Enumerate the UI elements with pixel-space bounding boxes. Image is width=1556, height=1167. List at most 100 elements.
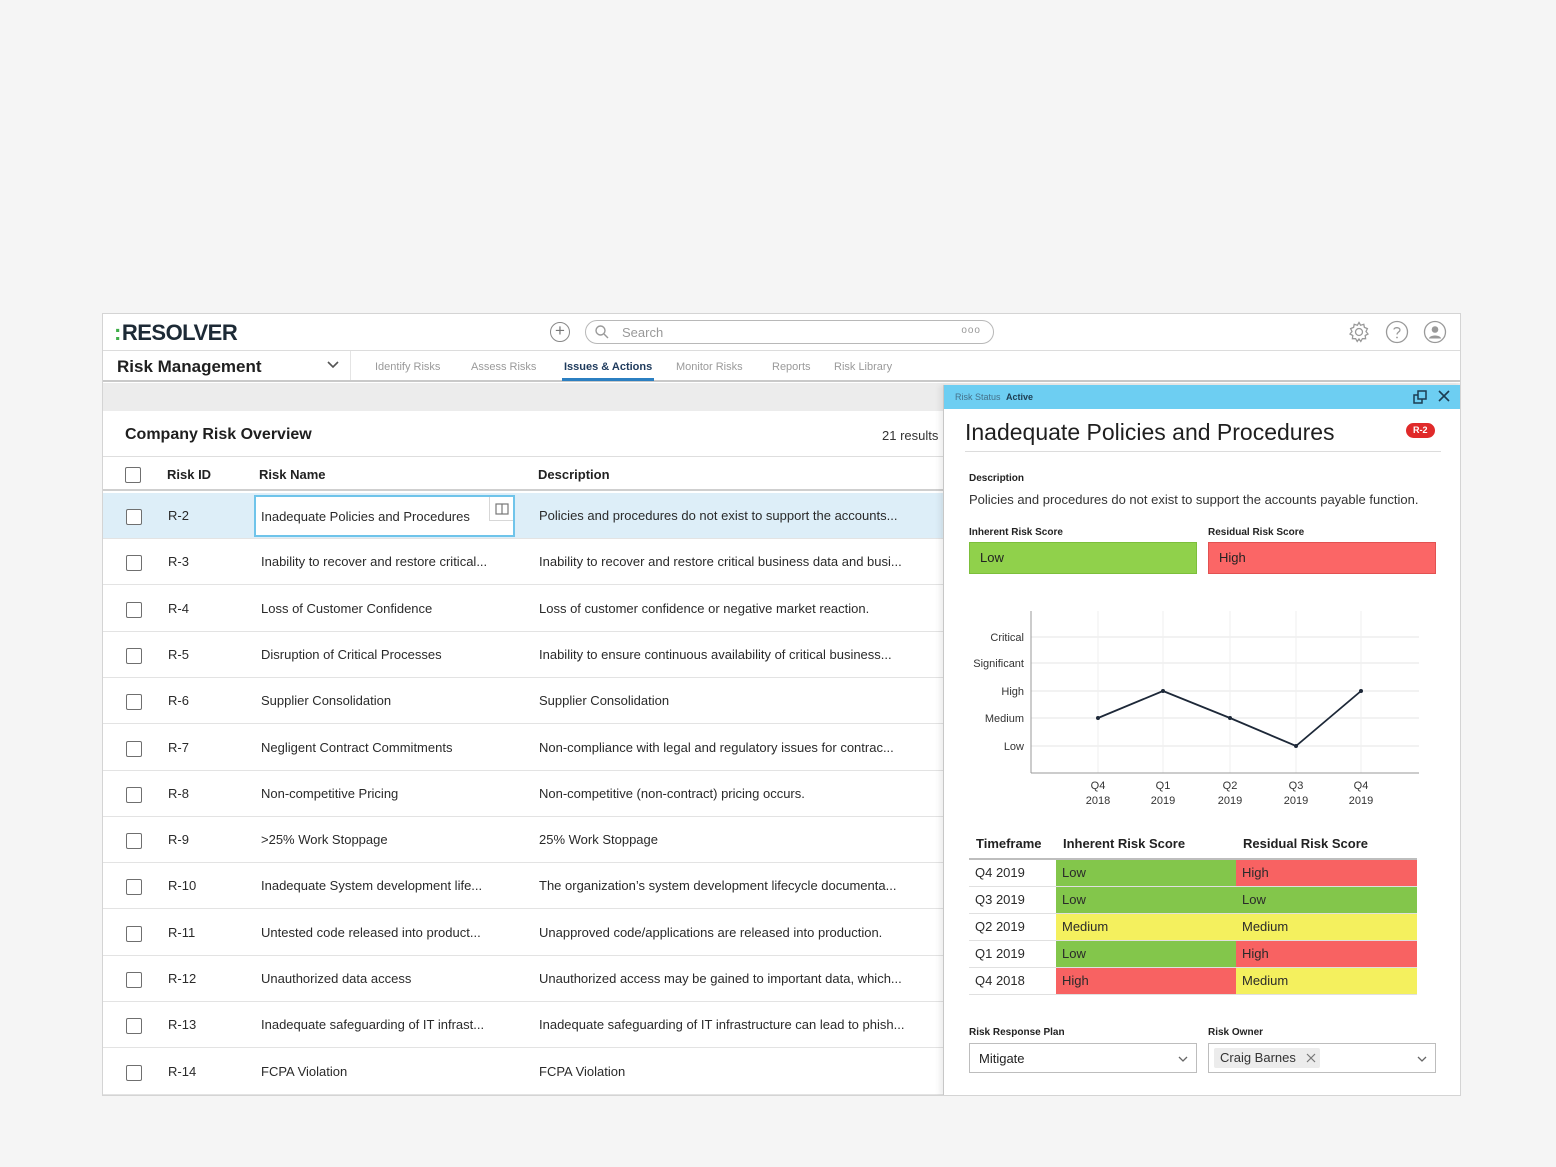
close-icon[interactable] <box>1437 389 1451 403</box>
logo[interactable]: :RESOLVER <box>114 320 238 346</box>
row-checkbox[interactable] <box>126 1018 142 1035</box>
row-checkbox[interactable] <box>126 694 142 711</box>
chart-x-tick-label: Q2 <box>1223 780 1238 792</box>
logo-text: RESOLVER <box>121 320 238 345</box>
risk-name-cell[interactable]: Loss of Customer Confidence <box>261 600 433 616</box>
user-avatar-icon[interactable] <box>1423 320 1447 344</box>
table-row[interactable]: R-9 >25% Work Stoppage 25% Work Stoppage <box>103 817 945 864</box>
search-input[interactable] <box>622 323 942 341</box>
select-all-checkbox[interactable] <box>125 467 141 483</box>
row-checkbox[interactable] <box>126 1064 142 1081</box>
row-checkbox[interactable] <box>126 601 142 618</box>
history-residual: High <box>1236 859 1417 887</box>
risk-name-cell[interactable]: Untested code released into product... <box>261 924 481 940</box>
history-inherent: Low <box>1056 859 1236 887</box>
row-checkbox[interactable] <box>126 555 142 572</box>
risk-name-cell[interactable]: >25% Work Stoppage <box>261 832 388 848</box>
row-checkbox[interactable] <box>126 647 142 664</box>
table-row[interactable]: R-2 Inadequate Policies and Procedures P… <box>103 493 945 539</box>
risk-name-cell[interactable]: Inability to recover and restore critica… <box>261 554 488 570</box>
column-risk-id[interactable]: Risk ID <box>167 467 212 482</box>
add-button[interactable]: + <box>550 322 570 342</box>
owner-name: Craig Barnes <box>1220 1050 1296 1065</box>
table-row[interactable]: R-11 Untested code released into product… <box>103 910 945 956</box>
risk-id-cell[interactable]: R-8 <box>168 785 189 801</box>
table-row[interactable]: R-8 Non-competitive Pricing Non-competit… <box>103 771 945 817</box>
popout-icon[interactable] <box>1413 390 1427 404</box>
chart-x-tick-label: 2019 <box>1349 795 1373 807</box>
risk-id-cell[interactable]: R-6 <box>168 693 189 709</box>
table-row[interactable]: R-7 Negligent Contract Commitments Non-c… <box>103 725 945 771</box>
tab-monitor-risks[interactable]: Monitor Risks <box>676 361 743 373</box>
table-row[interactable]: R-4 Loss of Customer Confidence Loss of … <box>103 586 945 632</box>
risk-name-cell[interactable]: Non-competitive Pricing <box>261 785 399 801</box>
table-row[interactable]: R-12 Unauthorized data access Unauthoriz… <box>103 956 945 1002</box>
risk-id-cell[interactable]: R-2 <box>168 508 189 523</box>
risk-name-cell[interactable]: FCPA Violation <box>261 1063 348 1079</box>
risk-id-cell[interactable]: R-10 <box>168 878 197 894</box>
chevron-down-icon <box>327 361 339 369</box>
tab-reports[interactable]: Reports <box>772 361 811 373</box>
history-row: Q2 2019 Medium Medium <box>969 913 1417 941</box>
column-description[interactable]: Description <box>538 467 610 482</box>
description-cell: Inadequate safeguarding of IT infrastruc… <box>539 1017 905 1033</box>
risk-id-cell[interactable]: R-11 <box>168 924 196 940</box>
tab-issues-actions[interactable]: Issues & Actions <box>561 361 655 381</box>
risk-name-cell[interactable]: Inadequate safeguarding of IT infrast... <box>261 1017 485 1033</box>
risk-name-cell[interactable]: Disruption of Critical Processes <box>261 646 442 662</box>
risk-id-cell[interactable]: R-7 <box>168 739 189 755</box>
table-row[interactable]: R-5 Disruption of Critical Processes Ina… <box>103 632 945 678</box>
module-switcher[interactable]: Risk Management <box>103 351 351 380</box>
chart-x-tick-label: 2019 <box>1151 795 1175 807</box>
table-row[interactable]: R-10 Inadequate System development life.… <box>103 863 945 910</box>
row-checkbox[interactable] <box>126 925 142 942</box>
row-checkbox[interactable] <box>126 509 142 525</box>
risk-id-cell[interactable]: R-13 <box>168 1017 197 1033</box>
risk-name-cell[interactable]: Unauthorized data access <box>261 971 412 986</box>
help-icon[interactable] <box>1385 320 1409 344</box>
description-cell: The organization’s system development li… <box>539 878 897 894</box>
table-row[interactable]: R-3 Inability to recover and restore cri… <box>103 539 945 586</box>
history-inherent: Low <box>1056 940 1236 968</box>
description-cell: Inability to recover and restore critica… <box>539 554 902 570</box>
table-row[interactable]: R-14 FCPA Violation FCPA Violation <box>103 1049 945 1095</box>
history-row: Q4 2018 High Medium <box>969 967 1417 995</box>
risk-id-cell[interactable]: R-4 <box>168 600 189 616</box>
risk-id-cell[interactable]: R-5 <box>168 646 189 662</box>
row-checkbox[interactable] <box>126 972 142 988</box>
risk-id-cell[interactable]: R-12 <box>168 971 197 986</box>
gear-icon[interactable] <box>1347 320 1371 344</box>
risk-id-cell[interactable]: R-9 <box>168 832 189 848</box>
inherent-score-label: Inherent Risk Score <box>969 527 1063 538</box>
table-row[interactable]: R-13 Inadequate safeguarding of IT infra… <box>103 1002 945 1049</box>
risk-id-cell[interactable]: R-14 <box>168 1063 197 1079</box>
history-timeframe: Q1 2019 <box>969 940 1056 968</box>
row-checkbox[interactable] <box>126 833 142 850</box>
chart-y-tick-label: Critical <box>990 632 1024 644</box>
description-cell: FCPA Violation <box>539 1063 626 1079</box>
risk-name-cell[interactable]: Negligent Contract Commitments <box>261 739 453 755</box>
row-checkbox[interactable] <box>126 879 142 896</box>
tab-risk-library[interactable]: Risk Library <box>834 361 893 373</box>
row-checkbox[interactable] <box>126 786 142 803</box>
risk-name-editor[interactable]: Inadequate Policies and Procedures <box>254 495 515 537</box>
chevron-down-icon <box>1178 1056 1188 1062</box>
results-count: 21 results <box>882 428 939 443</box>
response-plan-select[interactable]: Mitigate <box>969 1043 1197 1073</box>
chart-x-tick-label: Q1 <box>1156 780 1171 792</box>
row-checkbox[interactable] <box>126 740 142 757</box>
risk-name-cell[interactable]: Inadequate System development life... <box>261 878 483 894</box>
tab-identify-risks[interactable]: Identify Risks <box>375 361 441 373</box>
risk-id-cell[interactable]: R-3 <box>168 554 189 570</box>
remove-owner-icon[interactable] <box>1306 1053 1316 1063</box>
risk-name-cell[interactable]: Supplier Consolidation <box>261 693 392 709</box>
description-cell: Policies and procedures do not exist to … <box>539 508 898 523</box>
table-row[interactable]: R-6 Supplier Consolidation Supplier Cons… <box>103 678 945 725</box>
search-bar[interactable]: ooo <box>585 320 994 344</box>
risk-owner-select[interactable]: Craig Barnes <box>1208 1043 1436 1073</box>
column-risk-name[interactable]: Risk Name <box>259 467 326 482</box>
open-panel-icon[interactable] <box>489 497 513 521</box>
more-options-icon[interactable]: ooo <box>961 325 981 336</box>
chart-x-tick-label: 2018 <box>1086 795 1110 807</box>
tab-assess-risks[interactable]: Assess Risks <box>471 361 537 373</box>
